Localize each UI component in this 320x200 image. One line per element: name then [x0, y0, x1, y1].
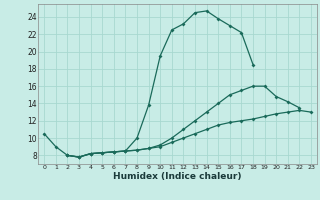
X-axis label: Humidex (Indice chaleur): Humidex (Indice chaleur) [113, 172, 242, 181]
